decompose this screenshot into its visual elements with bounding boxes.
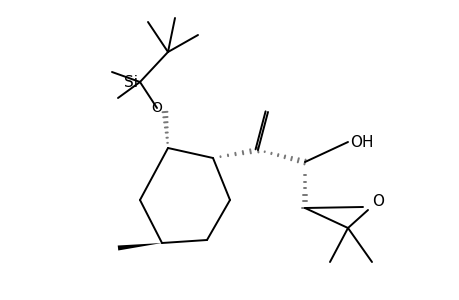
Text: Si: Si [124, 74, 138, 89]
Text: OH: OH [349, 134, 373, 149]
Polygon shape [118, 243, 162, 250]
Text: O: O [371, 194, 383, 209]
Text: O: O [151, 101, 162, 115]
